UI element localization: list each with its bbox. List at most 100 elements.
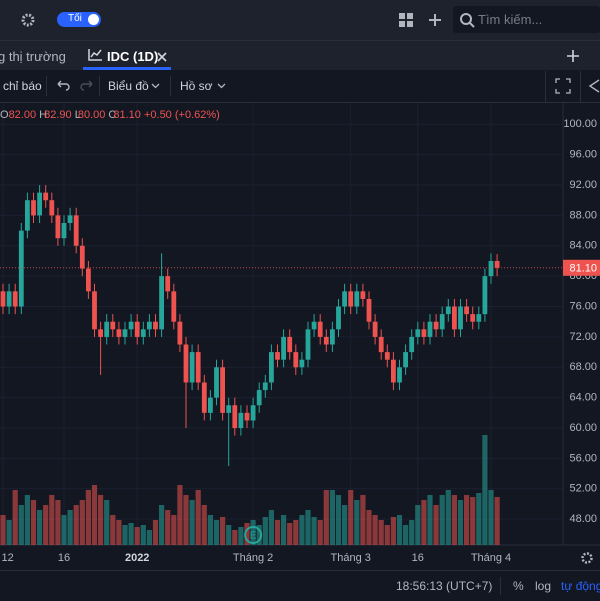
candle-body <box>452 306 457 330</box>
candle-body <box>220 367 225 413</box>
separator <box>580 71 581 102</box>
volume-bar <box>427 495 433 545</box>
volume-bar <box>55 500 61 545</box>
separator <box>170 76 171 96</box>
new-tab[interactable] <box>565 48 581 64</box>
volume-bar <box>305 510 311 545</box>
volume-bar <box>128 523 134 545</box>
clock: 18:56:13 (UTC+7) <box>396 579 493 593</box>
volume-bar <box>439 495 445 545</box>
y-tick-label: 60.00 <box>569 422 597 434</box>
auto-toggle[interactable]: tự động <box>561 579 600 593</box>
x-tick-label: g 12 <box>0 552 14 564</box>
percent-toggle[interactable]: % <box>513 579 524 593</box>
x-tick-label: 16 <box>412 552 424 564</box>
volume-bar <box>177 485 183 545</box>
candle-body <box>323 336 329 345</box>
candle-body <box>73 215 79 246</box>
volume-bar <box>116 520 122 545</box>
candle-body <box>226 405 232 413</box>
volume-bar <box>98 495 104 545</box>
volume-bar <box>281 515 287 545</box>
volume-bar <box>329 490 335 545</box>
volume-bar <box>134 527 140 545</box>
share[interactable] <box>587 78 600 94</box>
search-box[interactable]: Tìm kiếm... <box>453 6 600 33</box>
layout-icon[interactable] <box>397 11 415 29</box>
axis-settings[interactable] <box>581 552 593 564</box>
tab-underline <box>83 67 171 70</box>
x-tick-label: Tháng 2 <box>233 552 273 564</box>
candle-body <box>177 321 183 345</box>
volume-bar <box>207 515 213 545</box>
candle-body <box>250 405 256 421</box>
status-bar: 18:56:13 (UTC+7) % log tự động <box>0 570 600 601</box>
volume-bar <box>18 505 24 545</box>
candle-body <box>128 321 134 330</box>
add-icon[interactable] <box>426 11 444 29</box>
chart: 48.00 52.00 56.00 60.00 64.00 68.00 72.00 76.00… <box>0 103 600 564</box>
volume-bar <box>415 505 421 545</box>
y-tick-label: 68.00 <box>569 361 597 373</box>
candle-body <box>238 412 244 429</box>
candle-body <box>86 268 91 292</box>
volume-bar <box>360 495 366 545</box>
close-tab[interactable] <box>157 52 167 62</box>
undo-redo[interactable] <box>55 79 95 93</box>
candle-body <box>464 306 469 315</box>
candle-body <box>378 336 384 353</box>
chevron <box>217 83 226 89</box>
candle-body <box>317 321 323 337</box>
theme-toggle[interactable]: Tối <box>57 12 101 27</box>
candle-body <box>159 276 164 330</box>
candle-body <box>6 291 12 307</box>
indicators-button[interactable]: chỉ báo <box>3 79 42 93</box>
volume-bar <box>476 493 482 545</box>
volume-bar <box>317 520 323 545</box>
volume-bar <box>366 510 372 545</box>
volume-bar <box>274 520 281 545</box>
volume-bar <box>293 520 299 545</box>
y-tick-label: 100.00 <box>563 118 597 130</box>
volume-bar <box>79 500 85 545</box>
volume-bar <box>348 490 354 545</box>
candle-body <box>262 382 268 391</box>
chevron <box>151 83 160 89</box>
candle-body <box>336 306 341 330</box>
volume-bar <box>421 500 427 545</box>
log-toggle[interactable]: log <box>535 579 552 593</box>
candle-body <box>293 352 299 368</box>
settings-icon[interactable] <box>20 12 36 28</box>
candle-body <box>415 329 421 337</box>
profile-button[interactable]: Hồ sơ <box>180 79 213 93</box>
candle-body <box>409 336 415 353</box>
volume-bar <box>104 500 110 545</box>
candle-body <box>360 291 366 299</box>
tab-active[interactable]: IDC (1D) <box>107 49 159 64</box>
candle-body <box>25 200 30 231</box>
tab-bar: g thị trường IDC (1D) <box>0 41 600 70</box>
y-tick-label: 84.00 <box>569 240 597 252</box>
volume-bar <box>67 510 73 545</box>
candle-body <box>372 321 378 337</box>
last-price-label: 81.10 <box>569 263 597 275</box>
candle-body <box>305 329 311 360</box>
chart-button[interactable]: Biểu đồ <box>108 79 149 93</box>
volume-bar <box>24 495 30 545</box>
candle-body <box>67 215 73 223</box>
volume-bar <box>451 495 457 545</box>
volume-bar <box>122 525 128 545</box>
tab[interactable]: g thị trường <box>0 49 66 64</box>
volume-bar <box>457 500 464 545</box>
volume-bar <box>433 505 439 545</box>
y-tick-label: 92.00 <box>569 179 597 191</box>
fullscreen[interactable] <box>555 78 571 94</box>
volume-bar <box>37 510 43 545</box>
volume-bar <box>287 523 293 545</box>
volume-bar <box>323 490 329 545</box>
legend-key: H <box>39 109 48 121</box>
volume-bar <box>6 520 12 545</box>
candle-body <box>269 352 274 383</box>
candle-body <box>256 390 262 406</box>
